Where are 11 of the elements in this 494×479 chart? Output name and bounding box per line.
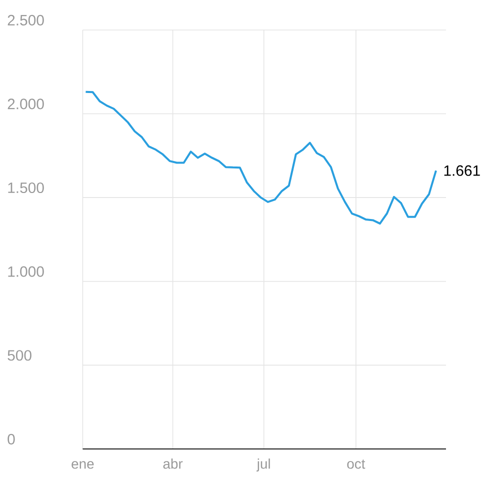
y-tick-label: 0 — [8, 434, 15, 444]
y-tick-label: 1.500 — [8, 182, 44, 194]
y-tick-label: 1.000 — [8, 266, 44, 277]
x-tick-label: jul — [256, 458, 270, 472]
x-tick-label: oct — [347, 460, 366, 469]
x-tick-label: ene — [72, 461, 94, 469]
y-tick-label: 2.000 — [8, 98, 44, 110]
y-tick-label: 2.500 — [8, 14, 44, 26]
annotation: 1.661 — [444, 165, 480, 176]
y-tick-label: 500 — [8, 350, 32, 361]
x-tick-label: abr — [163, 458, 183, 469]
